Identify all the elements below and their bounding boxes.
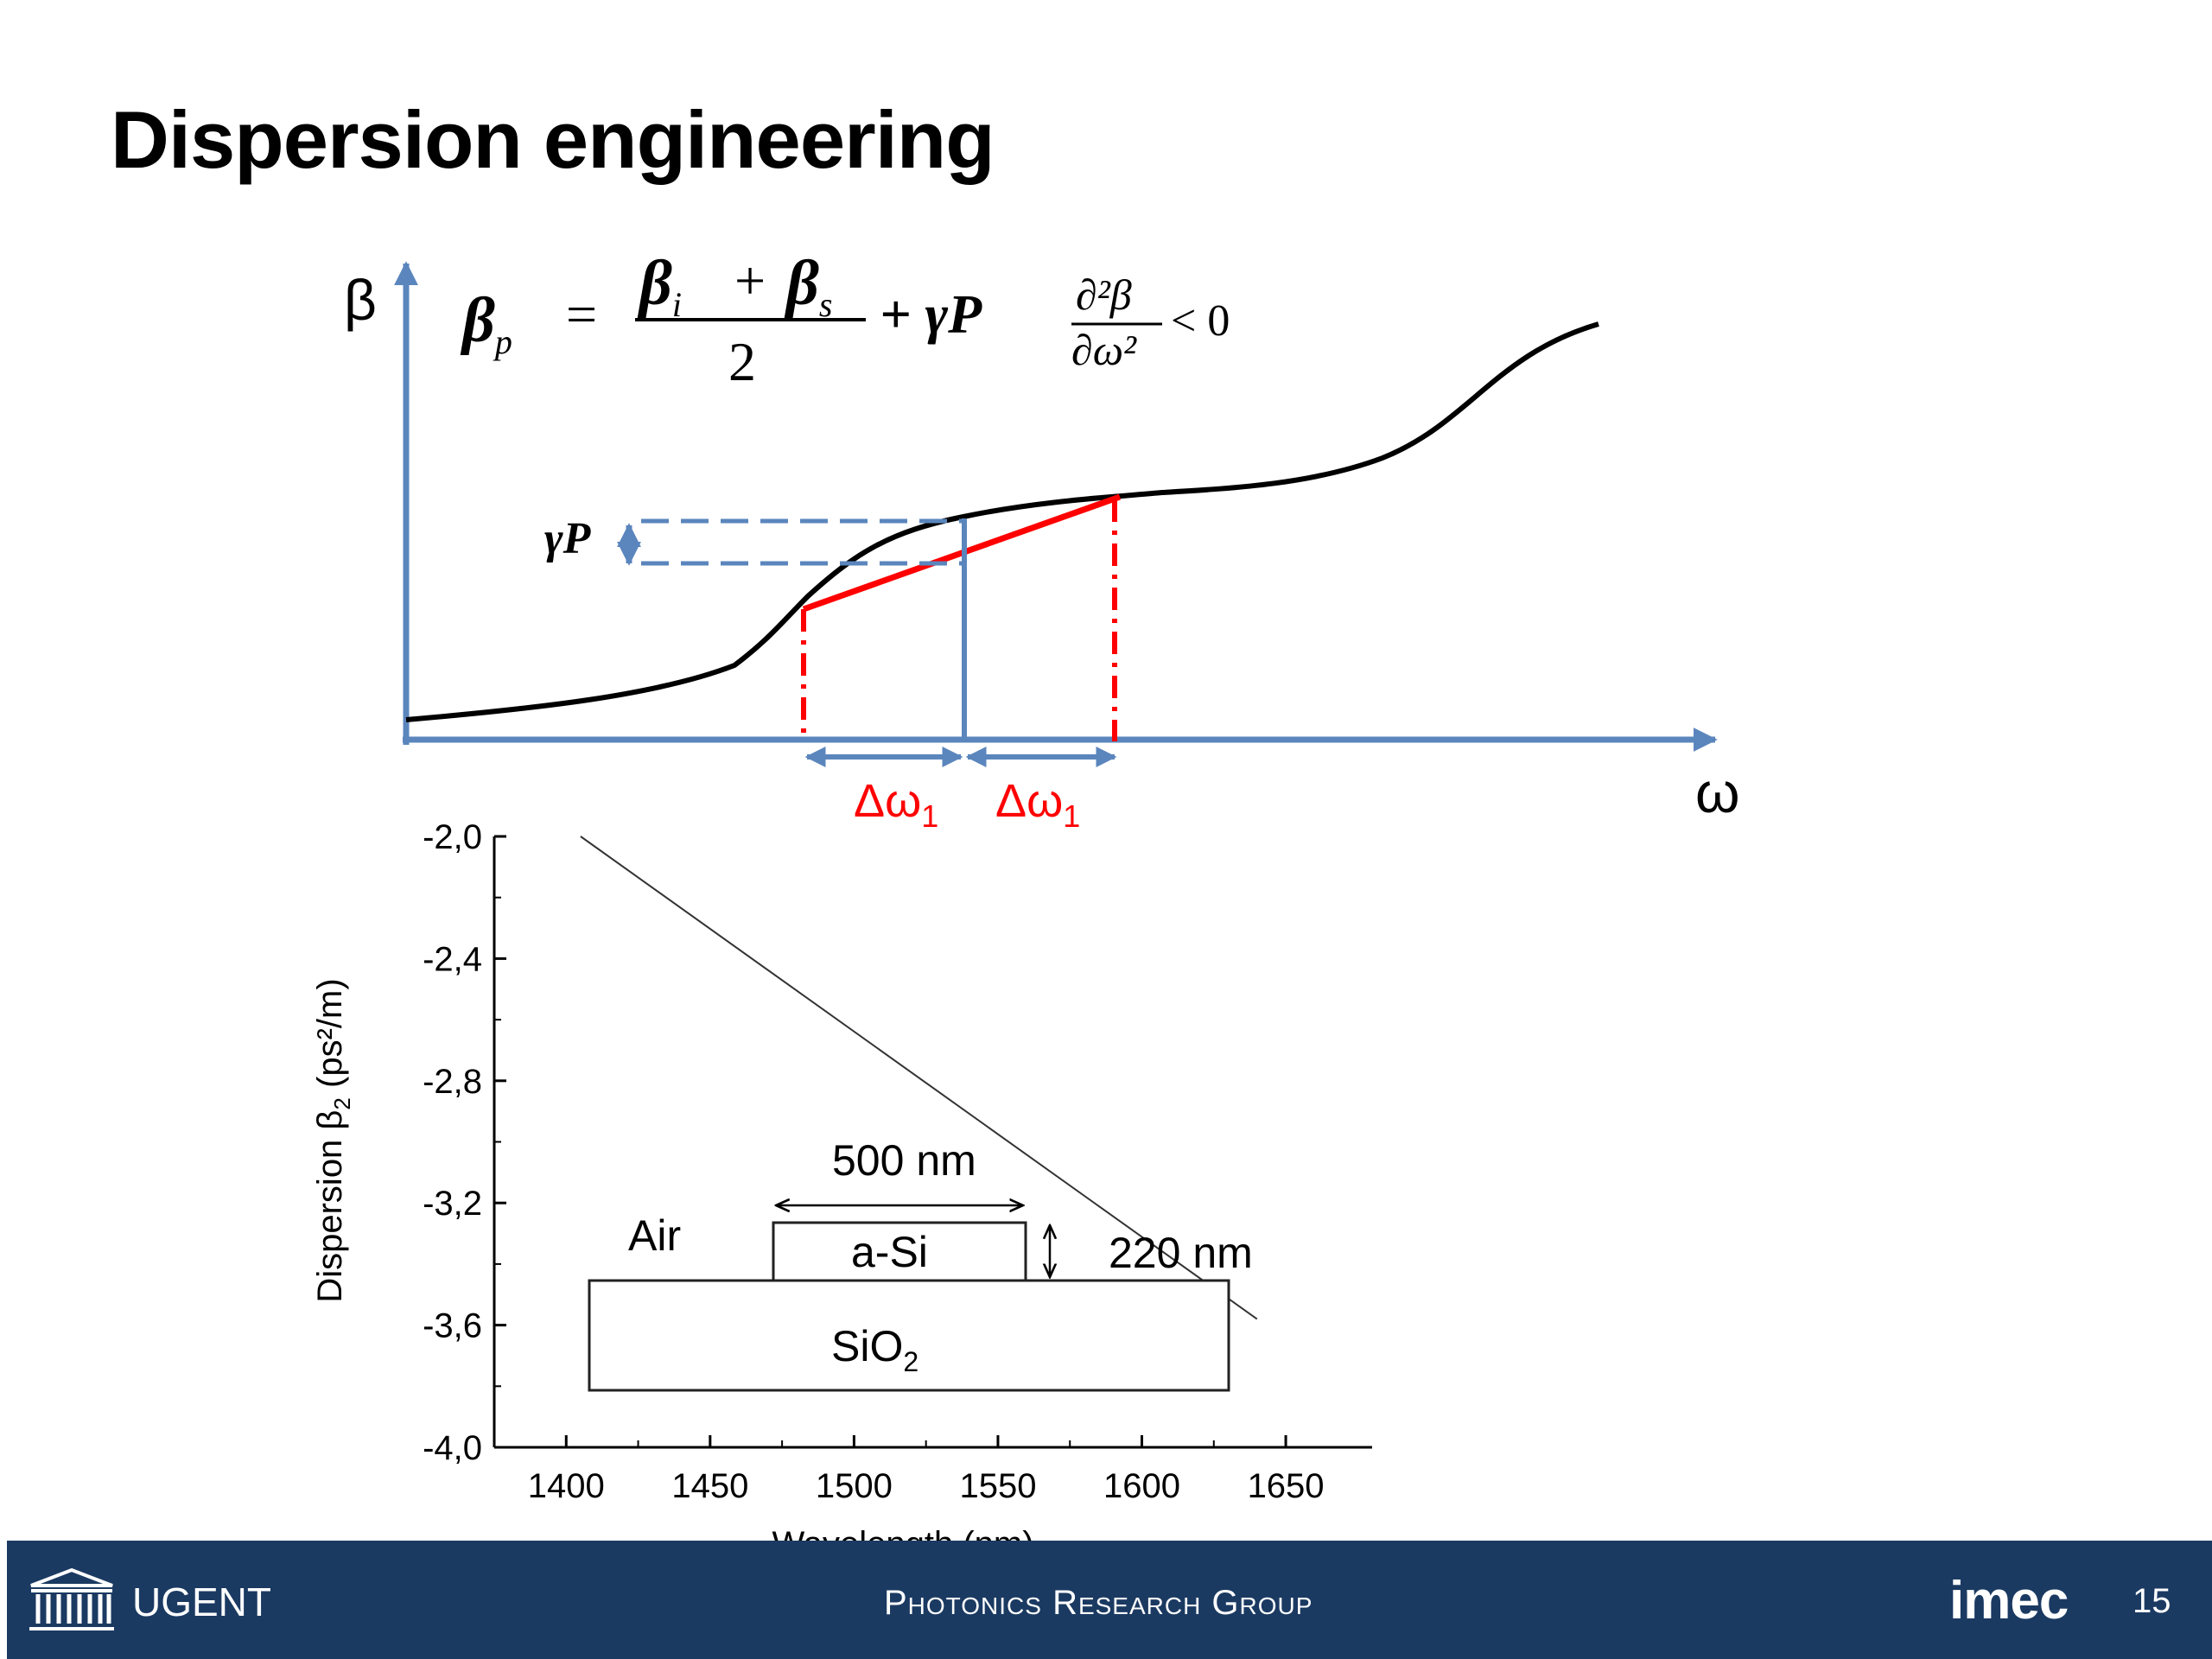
y-tick-label: -3,2 [423, 1185, 482, 1223]
dispersion-schematic: β ω βp = βi + βs 2 + γP ∂²β ∂ω² < 0 γP [344, 248, 1740, 834]
omega-axis-label: ω [1695, 760, 1740, 824]
waveguide-inset: SiO2 a-Si Air 500 nm 220 nm [588, 1136, 1253, 1392]
width-label: 500 nm [832, 1136, 976, 1185]
x-tick-label: 1500 [816, 1467, 893, 1505]
dispersion-curve [405, 321, 1599, 722]
air-label: Air [628, 1211, 681, 1260]
svg-text:βi: βi [637, 248, 682, 324]
research-group-label: Photonics Research Group [884, 1584, 1313, 1622]
footer-bar: UGENT Photonics Research Group imec 15 [7, 1541, 2212, 1659]
plot-y-label: Dispersion β2 (ps²/m) [311, 978, 355, 1302]
substrate-label: SiO2 [831, 1322, 918, 1377]
beta-axis-label: β [344, 268, 377, 332]
x-tick-label: 1400 [528, 1467, 605, 1505]
svg-text:+ γP: + γP [880, 283, 982, 345]
dispersion-plot: 1400 1450 1500 1550 1600 1650 -2,0 -2,4 -2,8 -3,2… [311, 818, 1372, 1563]
dispersion-line [580, 836, 1258, 1320]
svg-text:+: + [734, 250, 766, 311]
svg-text:=: = [566, 283, 597, 345]
plot-series [580, 836, 1258, 1320]
x-tick-label: 1550 [959, 1467, 1036, 1505]
y-tick-label: -2,8 [423, 1063, 482, 1101]
x-tick-label: 1600 [1103, 1467, 1180, 1505]
y-tick-label: -2,0 [423, 818, 482, 856]
y-tick-label: -3,6 [423, 1307, 482, 1345]
svg-text:βp: βp [460, 285, 512, 361]
delta-omega-label-right: Δω1 [995, 775, 1080, 834]
y-tick-label: -2,4 [423, 940, 482, 978]
svg-text:βs: βs [784, 248, 832, 324]
gamma-p-label: γP [544, 514, 592, 563]
svg-text:2: 2 [728, 331, 756, 392]
slide-title: Dispersion engineering [111, 94, 995, 185]
delta-omega-label-left: Δω1 [854, 775, 938, 834]
university-label: UGENT [132, 1580, 271, 1624]
core-block [772, 1221, 1027, 1282]
x-tick-label: 1650 [1248, 1467, 1325, 1505]
plot-ticks: 1400 1450 1500 1550 1600 1650 -2,0 -2,4 -2,8 -3,2… [423, 818, 1324, 1505]
page-number: 15 [2133, 1582, 2171, 1620]
svg-text:∂ω²: ∂ω² [1071, 326, 1137, 374]
height-label: 220 nm [1109, 1229, 1253, 1277]
ugent-logo-icon [29, 1567, 114, 1630]
phase-matching-equation: βp = βi + βs 2 + γP ∂²β ∂ω² < 0 [460, 248, 1230, 392]
imec-logo: imec [1949, 1571, 2069, 1630]
svg-text:< 0: < 0 [1171, 296, 1230, 346]
y-tick-label: -4,0 [423, 1429, 482, 1467]
x-tick-label: 1450 [671, 1467, 748, 1505]
core-label: a-Si [851, 1228, 928, 1276]
svg-text:∂²β: ∂²β [1076, 270, 1132, 319]
